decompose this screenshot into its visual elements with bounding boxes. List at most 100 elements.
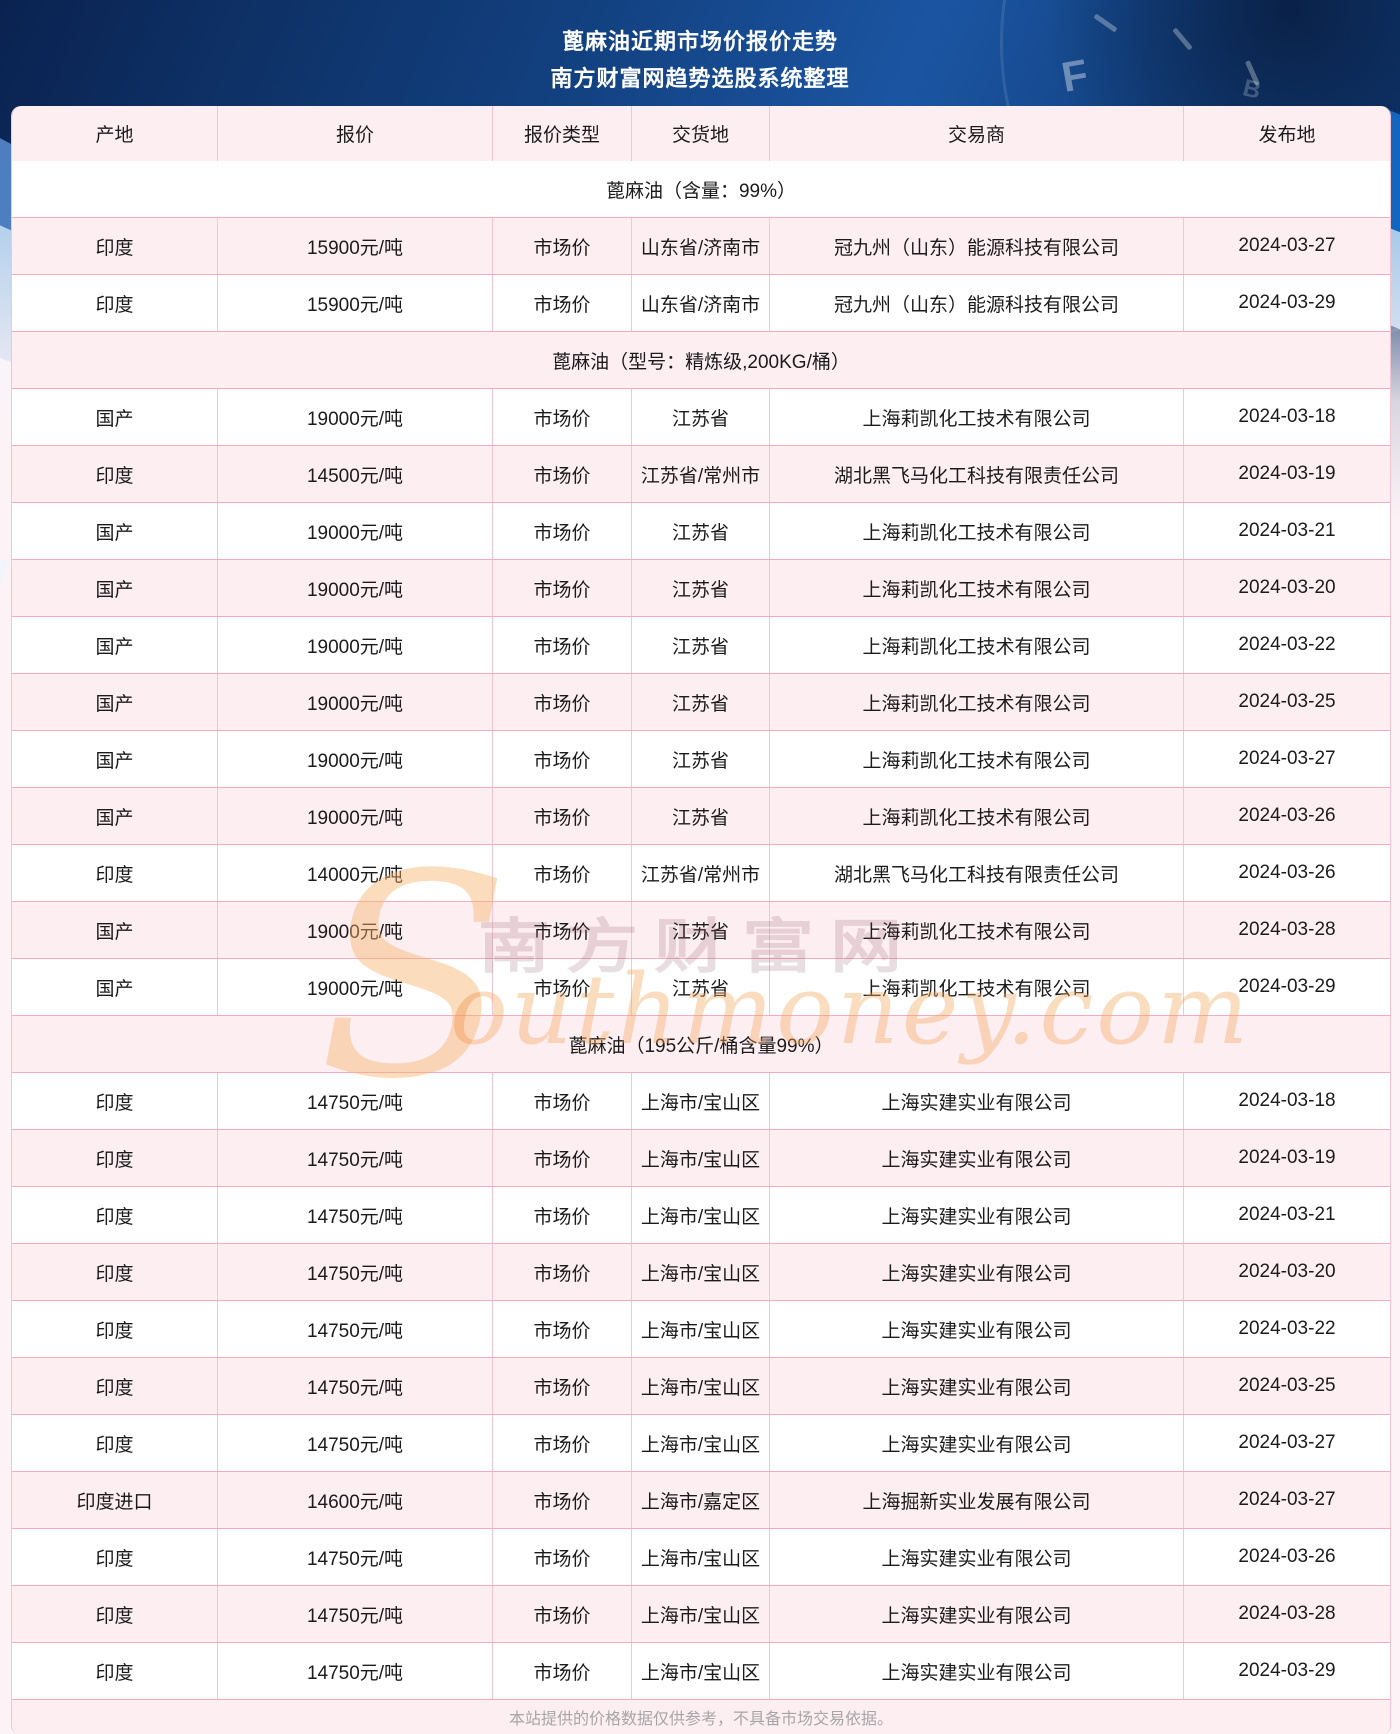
- cell-date: 2024-03-29: [1183, 1643, 1390, 1699]
- cell-price: 19000元/吨: [217, 902, 492, 958]
- table-row: 印度 14750元/吨 市场价 上海市/宝山区 上海实建实业有限公司 2024-03-22: [12, 1300, 1390, 1357]
- cell-date: 2024-03-29: [1183, 275, 1390, 331]
- cell-price-type: 市场价: [492, 1130, 631, 1186]
- cell-date: 2024-03-21: [1183, 1187, 1390, 1243]
- cell-trader: 上海实建实业有限公司: [769, 1073, 1183, 1129]
- cell-date: 2024-03-18: [1183, 389, 1390, 445]
- price-table: 产地 报价 报价类型 交货地 交易商 发布地 蓖麻油（含量：99%） 印度 15900元/吨市…: [11, 106, 1391, 1734]
- cell-date: 2024-03-25: [1183, 674, 1390, 730]
- cell-price-type: 市场价: [492, 674, 631, 730]
- cell-trader: 上海莉凯化工技术有限公司: [769, 959, 1183, 1015]
- cell-price-type: 市场价: [492, 275, 631, 331]
- cell-price-type: 市场价: [492, 1358, 631, 1414]
- cell-price-type: 市场价: [492, 1244, 631, 1300]
- column-header-origin: 产地: [95, 125, 134, 146]
- cell-origin: 印度: [95, 1263, 134, 1285]
- cell-delivery: 上海市/宝山区: [631, 1358, 769, 1414]
- section-row: 蓖麻油（型号：精炼级,200KG/桶）: [12, 331, 1390, 388]
- cell-price-type: 市场价: [492, 389, 631, 445]
- cell-origin: 国产: [95, 579, 134, 601]
- cell-trader: 上海实建实业有限公司: [769, 1415, 1183, 1471]
- cell-date: 2024-03-20: [1183, 1244, 1390, 1300]
- cell-date: 2024-03-26: [1183, 1529, 1390, 1585]
- cell-origin: 国产: [95, 921, 134, 943]
- table-footer: 本站提供的价格数据仅供参考，不具备市场交易依据。: [12, 1699, 1390, 1734]
- cell-date: 2024-03-26: [1183, 788, 1390, 844]
- cell-price: 14750元/吨: [217, 1130, 492, 1186]
- cell-origin: 国产: [95, 978, 134, 1000]
- cell-price-type: 市场价: [492, 560, 631, 616]
- cell-price: 14750元/吨: [217, 1415, 492, 1471]
- section-row: 蓖麻油（含量：99%）: [12, 161, 1390, 217]
- table-row: 印度 14750元/吨 市场价 上海市/宝山区 上海实建实业有限公司 2024-03-27: [12, 1414, 1390, 1471]
- cell-trader: 上海实建实业有限公司: [769, 1187, 1183, 1243]
- cell-date: 2024-03-19: [1183, 446, 1390, 502]
- section-row: 蓖麻油（195公斤/桶含量99%）: [12, 1015, 1390, 1072]
- cell-price: 14750元/吨: [217, 1529, 492, 1585]
- table-row: 国产 19000元/吨 市场价 江苏省 上海莉凯化工技术有限公司 2024-03-26: [12, 787, 1390, 844]
- page-title: 蓖麻油近期市场价报价走势: [561, 29, 838, 54]
- cell-date: 2024-03-21: [1183, 503, 1390, 559]
- cell-price: 19000元/吨: [217, 674, 492, 730]
- cell-price: 19000元/吨: [217, 503, 492, 559]
- cell-origin: 印度: [95, 1548, 134, 1570]
- table-row: 印度 15900元/吨 市场价 山东省/济南市 冠九州（山东）能源科技有限公司 2024-…: [12, 217, 1390, 274]
- table-row: 国产 19000元/吨 市场价 江苏省 上海莉凯化工技术有限公司 2024-03-20: [12, 559, 1390, 616]
- page-subtitle: 南方财富网趋势选股系统整理: [550, 66, 850, 91]
- cell-trader: 上海实建实业有限公司: [769, 1586, 1183, 1642]
- cell-delivery: 江苏省: [631, 617, 769, 673]
- cell-delivery: 上海市/宝山区: [631, 1187, 769, 1243]
- cell-delivery: 江苏省: [631, 674, 769, 730]
- cell-trader: 上海掘新实业发展有限公司: [769, 1472, 1183, 1528]
- cell-origin: 印度: [95, 1320, 134, 1342]
- cell-origin: 印度: [95, 465, 134, 487]
- cell-price: 14500元/吨: [217, 446, 492, 502]
- cell-price: 14600元/吨: [217, 1472, 492, 1528]
- cell-price: 19000元/吨: [217, 617, 492, 673]
- cell-trader: 上海莉凯化工技术有限公司: [769, 389, 1183, 445]
- cell-date: 2024-03-22: [1183, 1301, 1390, 1357]
- cell-date: 2024-03-19: [1183, 1130, 1390, 1186]
- cell-price: 19000元/吨: [217, 959, 492, 1015]
- cell-price-type: 市场价: [492, 1529, 631, 1585]
- cell-price: 19000元/吨: [217, 560, 492, 616]
- cell-trader: 上海实建实业有限公司: [769, 1529, 1183, 1585]
- cell-date: 2024-03-25: [1183, 1358, 1390, 1414]
- cell-trader: 湖北黑飞马化工科技有限责任公司: [769, 845, 1183, 901]
- cell-trader: 上海实建实业有限公司: [769, 1643, 1183, 1699]
- cell-price: 15900元/吨: [217, 275, 492, 331]
- cell-price-type: 市场价: [492, 218, 631, 274]
- table-row: 印度 14000元/吨 市场价 江苏省/常州市 湖北黑飞马化工科技有限责任公司 2024-…: [12, 844, 1390, 901]
- cell-trader: 上海实建实业有限公司: [769, 1244, 1183, 1300]
- table-row: 国产 19000元/吨 市场价 江苏省 上海莉凯化工技术有限公司 2024-03-18: [12, 388, 1390, 445]
- column-header-date: 发布地: [1183, 106, 1390, 161]
- cell-price-type: 市场价: [492, 1187, 631, 1243]
- cell-price: 14750元/吨: [217, 1244, 492, 1300]
- cell-price: 19000元/吨: [217, 389, 492, 445]
- cell-price: 19000元/吨: [217, 731, 492, 787]
- cell-delivery: 江苏省/常州市: [631, 446, 769, 502]
- cell-price-type: 市场价: [492, 1643, 631, 1699]
- table-row: 印度 14750元/吨 市场价 上海市/宝山区 上海实建实业有限公司 2024-03-29: [12, 1642, 1390, 1699]
- cell-price: 14000元/吨: [217, 845, 492, 901]
- table-row: 印度 14750元/吨 市场价 上海市/宝山区 上海实建实业有限公司 2024-03-20: [12, 1243, 1390, 1300]
- cell-price-type: 市场价: [492, 446, 631, 502]
- table-row: 印度 14750元/吨 市场价 上海市/宝山区 上海实建实业有限公司 2024-03-26: [12, 1528, 1390, 1585]
- cell-delivery: 江苏省: [631, 788, 769, 844]
- cell-price-type: 市场价: [492, 845, 631, 901]
- cell-date: 2024-03-28: [1183, 902, 1390, 958]
- column-header-delivery: 交货地: [631, 106, 769, 161]
- cell-trader: 上海莉凯化工技术有限公司: [769, 788, 1183, 844]
- cell-origin: 印度: [95, 237, 134, 259]
- cell-delivery: 上海市/宝山区: [631, 1643, 769, 1699]
- cell-date: 2024-03-18: [1183, 1073, 1390, 1129]
- cell-price: 14750元/吨: [217, 1358, 492, 1414]
- cell-date: 2024-03-29: [1183, 959, 1390, 1015]
- cell-delivery: 江苏省/常州市: [631, 845, 769, 901]
- cell-price-type: 市场价: [492, 1301, 631, 1357]
- cell-trader: 上海莉凯化工技术有限公司: [769, 503, 1183, 559]
- table-row: 印度 14500元/吨 市场价 江苏省/常州市 湖北黑飞马化工科技有限责任公司 2024-…: [12, 445, 1390, 502]
- cell-origin: 印度: [95, 864, 134, 886]
- table-body: 蓖麻油（含量：99%） 印度 15900元/吨 市场价 山东省/济南市 冠九州（山东）能源…: [12, 161, 1390, 1699]
- table-row: 国产 19000元/吨 市场价 江苏省 上海莉凯化工技术有限公司 2024-03-28: [12, 901, 1390, 958]
